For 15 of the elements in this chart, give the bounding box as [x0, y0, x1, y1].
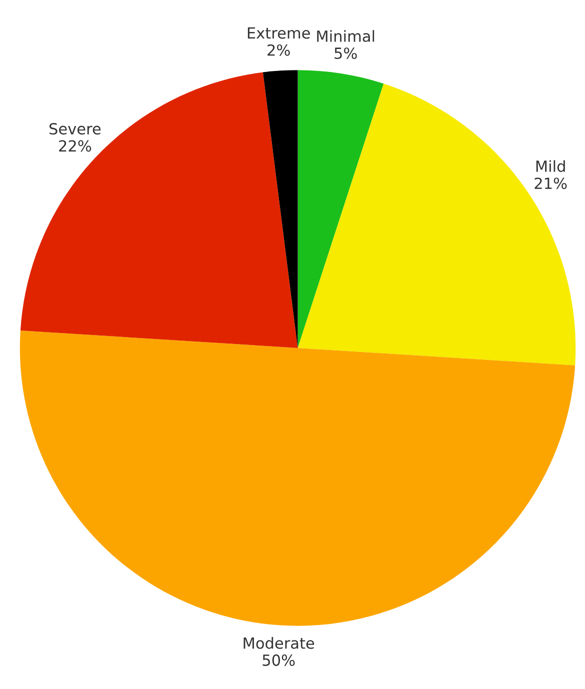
pie-slice [20, 72, 298, 348]
data-label: 2% [268, 44, 290, 56]
pie-slice [298, 70, 384, 348]
slice-label: Minimal [317, 30, 374, 42]
pie-slice [298, 84, 576, 366]
slice-label: Mild [536, 160, 565, 172]
slice-label: Severe [50, 123, 101, 135]
pie-slice [20, 330, 576, 626]
data-label: 22% [59, 140, 92, 152]
pie-slice [262, 70, 298, 348]
slice-label: Extreme [248, 27, 310, 39]
slice-label: Moderate [244, 637, 314, 649]
data-label: 50% [262, 654, 295, 666]
data-label: 5% [334, 47, 357, 60]
data-label: 21% [534, 178, 567, 190]
